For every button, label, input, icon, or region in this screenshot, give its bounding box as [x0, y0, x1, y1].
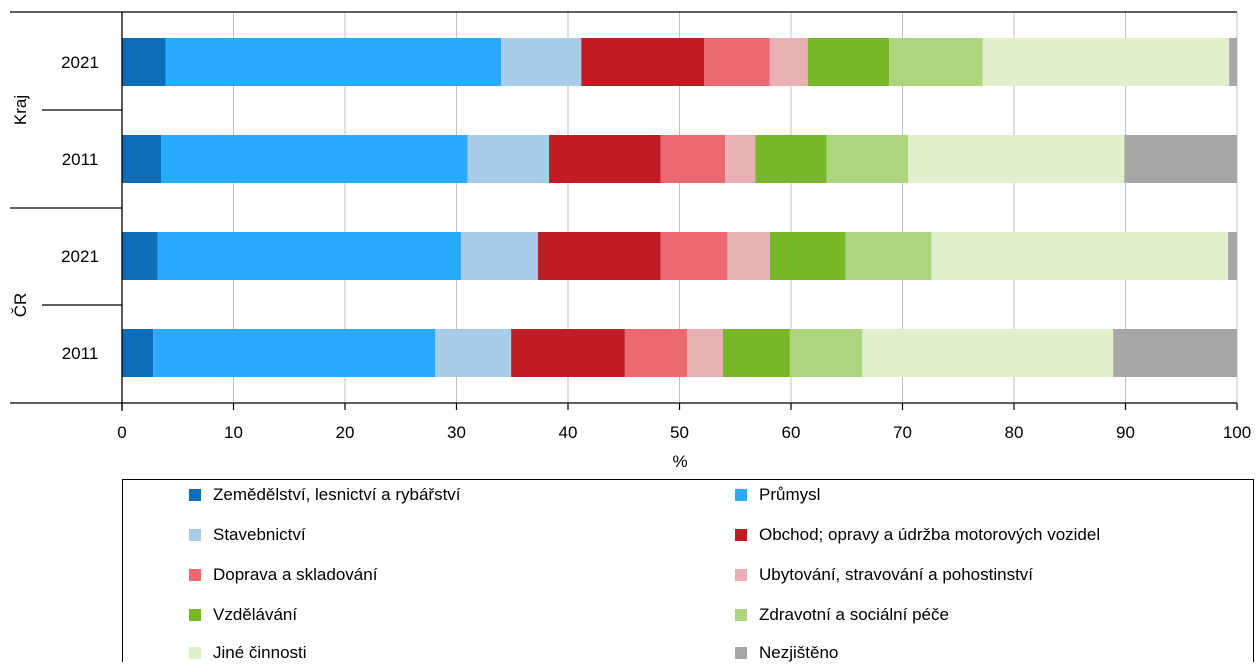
bar-segment — [624, 329, 688, 377]
bar-segment — [157, 232, 461, 280]
bar-segment — [660, 232, 728, 280]
legend-label: Vzdělávání — [213, 605, 298, 624]
legend-item: Doprava a skladování — [189, 564, 377, 586]
bar-segment — [501, 38, 582, 86]
bar-segment — [435, 329, 512, 377]
legend-item: Zdravotní a sociální péče — [735, 604, 949, 626]
legend-label: Jiné činnosti — [213, 643, 307, 662]
bar-segment — [660, 135, 726, 183]
legend-label: Obchod; opravy a údržba motorových vozid… — [759, 525, 1101, 544]
legend: Zemědělství, lesnictví a rybářství Průmys… — [122, 479, 1254, 662]
bar-segment — [1229, 38, 1237, 86]
legend-swatch — [189, 489, 201, 501]
bar-segment — [122, 135, 162, 183]
group-label: ČR — [11, 293, 30, 318]
legend-item: Stavebnictví — [189, 524, 306, 546]
bar-segment — [845, 232, 932, 280]
x-tick-label: 70 — [893, 423, 912, 442]
bar-segment — [789, 329, 863, 377]
x-axis-label: % — [672, 452, 687, 471]
bar-segment — [549, 135, 661, 183]
y-tick-label: 2011 — [62, 344, 99, 363]
bar-segment — [908, 135, 1125, 183]
x-tick-label: 50 — [670, 423, 689, 442]
y-tick-label: 2021 — [61, 53, 99, 72]
x-tick-labels: 0 10 20 30 40 50 60 70 80 90 100 — [117, 423, 1251, 442]
bar-segment — [687, 329, 723, 377]
x-tick-label: 100 — [1223, 423, 1251, 442]
bar-segment — [704, 38, 770, 86]
bar-segment — [511, 329, 625, 377]
legend-item: Ubytování, stravování a pohostinství — [735, 564, 1033, 586]
axes — [10, 11, 1238, 411]
bar-segment — [725, 135, 756, 183]
legend-swatch — [735, 609, 747, 621]
bar-segment — [722, 329, 790, 377]
bar-segment — [807, 38, 890, 86]
bar-segment — [537, 232, 661, 280]
bar-segment — [727, 232, 770, 280]
legend-label: Zemědělství, lesnictví a rybářství — [213, 485, 461, 504]
bar-segment — [122, 329, 154, 377]
bar-segment — [161, 135, 468, 183]
bar-segment — [122, 38, 166, 86]
x-tick-label: 10 — [224, 423, 243, 442]
x-tick-label: 0 — [117, 423, 126, 442]
x-tick-label: 80 — [1005, 423, 1024, 442]
bar-segment — [122, 232, 158, 280]
x-tick-label: 90 — [1116, 423, 1135, 442]
bar-segment — [862, 329, 1114, 377]
legend-swatch — [189, 609, 201, 621]
legend-label: Průmysl — [759, 485, 821, 504]
y-tick-label: 2011 — [62, 150, 99, 169]
legend-label: Doprava a skladování — [213, 565, 378, 584]
bar-segment — [1113, 329, 1237, 377]
bar-segment — [889, 38, 983, 86]
bar-segment — [826, 135, 909, 183]
legend-item: Jiné činnosti — [189, 642, 307, 664]
bar-segment — [769, 38, 808, 86]
bar-segment — [769, 232, 846, 280]
bar-segment — [460, 232, 538, 280]
bar-segment — [1228, 232, 1237, 280]
x-tick-label: 20 — [336, 423, 355, 442]
bar-segment — [755, 135, 827, 183]
y-tick-label: 2021 — [61, 247, 99, 266]
legend-item: Nezjištěno — [735, 642, 838, 664]
legend-label: Stavebnictví — [213, 525, 306, 544]
bar-segment — [467, 135, 550, 183]
group-label: Kraj — [11, 95, 30, 125]
bars — [122, 38, 1237, 377]
bar-segment — [1124, 135, 1237, 183]
legend-label: Ubytování, stravování a pohostinství — [759, 565, 1034, 584]
legend-item: Vzdělávání — [189, 604, 297, 626]
legend-swatch — [735, 489, 747, 501]
bar-segment — [153, 329, 436, 377]
bar-segment — [165, 38, 502, 86]
x-tick-label: 30 — [447, 423, 466, 442]
legend-item: Zemědělství, lesnictví a rybářství — [189, 484, 461, 506]
legend-swatch — [189, 569, 201, 581]
legend-swatch — [735, 529, 747, 541]
legend-item: Obchod; opravy a údržba motorových vozid… — [735, 524, 1100, 546]
legend-swatch — [735, 569, 747, 581]
bar-segment — [982, 38, 1230, 86]
legend-swatch — [189, 529, 201, 541]
bar-segment — [931, 232, 1229, 280]
bar-segment — [581, 38, 705, 86]
x-tick-label: 40 — [559, 423, 578, 442]
legend-swatch — [735, 647, 747, 659]
legend-label: Nezjištěno — [759, 643, 839, 662]
legend-swatch — [189, 647, 201, 659]
legend-label: Zdravotní a sociální péče — [759, 605, 949, 624]
y-tick-labels: 2021 2011 Kraj 2021 2011 ČR — [11, 53, 99, 363]
x-tick-label: 60 — [782, 423, 801, 442]
legend-item: Průmysl — [735, 484, 820, 506]
